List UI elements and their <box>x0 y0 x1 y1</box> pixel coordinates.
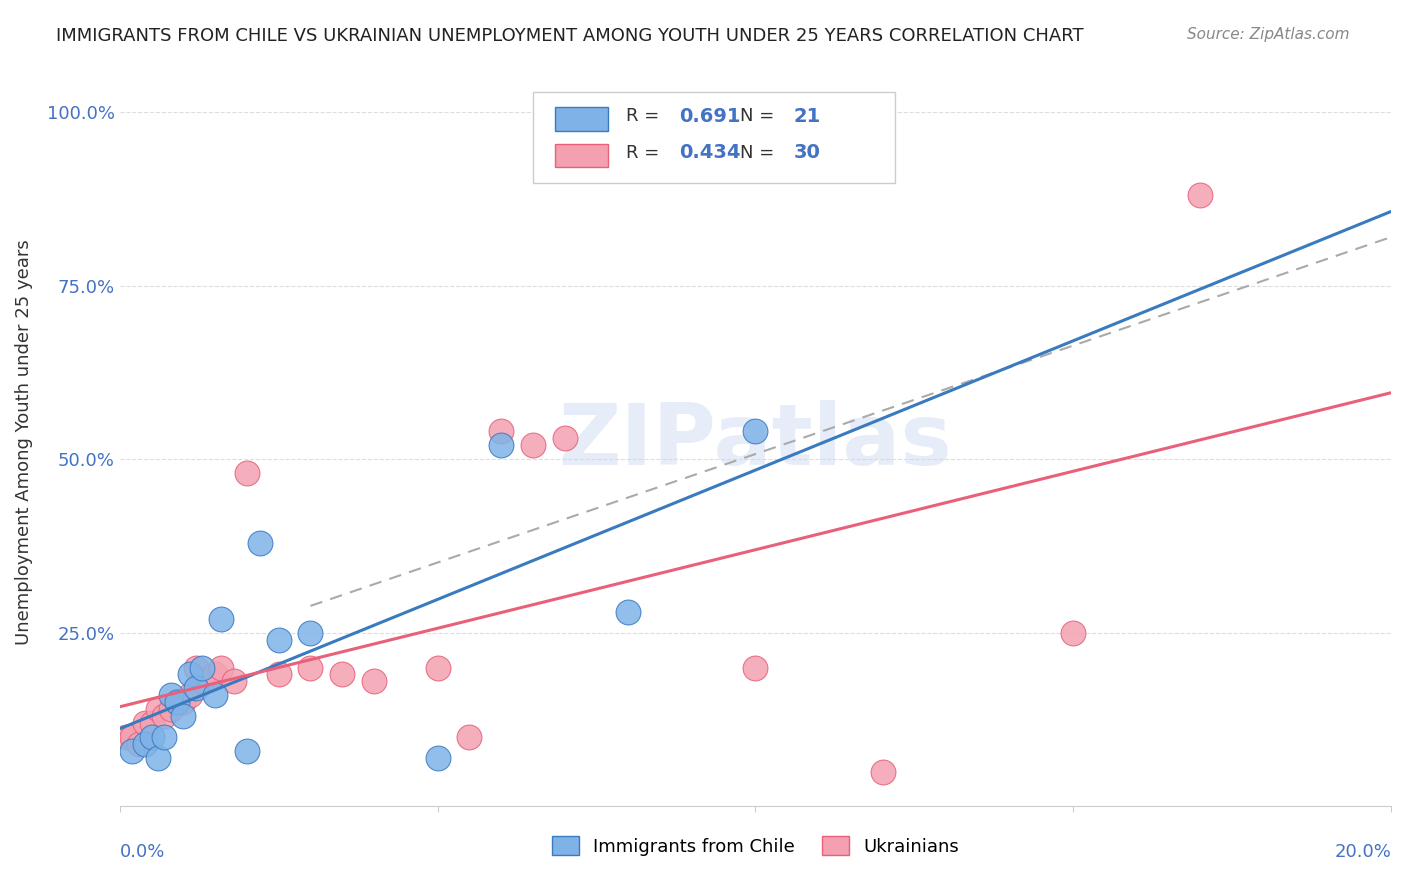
Point <box>267 667 290 681</box>
Text: 0.0%: 0.0% <box>120 843 165 861</box>
Text: N =: N = <box>740 144 780 161</box>
FancyBboxPatch shape <box>554 144 607 167</box>
Text: ZIPatlas: ZIPatlas <box>558 401 952 483</box>
Point <box>458 730 481 744</box>
Point <box>128 737 150 751</box>
Point <box>204 688 226 702</box>
Point <box>191 674 214 689</box>
Point <box>211 612 233 626</box>
Point <box>299 625 322 640</box>
Point <box>184 681 207 696</box>
Text: R =: R = <box>626 144 665 161</box>
Point <box>1062 625 1084 640</box>
Point <box>363 674 385 689</box>
Point <box>236 466 259 480</box>
Point <box>744 660 766 674</box>
Point <box>204 667 226 681</box>
FancyBboxPatch shape <box>554 107 607 130</box>
Point <box>299 660 322 674</box>
Point <box>426 660 449 674</box>
Point <box>141 730 163 744</box>
Text: 0.691: 0.691 <box>679 106 741 126</box>
Point <box>330 667 353 681</box>
Text: IMMIGRANTS FROM CHILE VS UKRAINIAN UNEMPLOYMENT AMONG YOUTH UNDER 25 YEARS CORRE: IMMIGRANTS FROM CHILE VS UKRAINIAN UNEMP… <box>56 27 1084 45</box>
Point <box>141 716 163 731</box>
Point <box>522 438 544 452</box>
Point <box>172 709 194 723</box>
Point <box>153 730 176 744</box>
Point <box>426 751 449 765</box>
Point <box>872 764 894 779</box>
Point <box>121 744 143 758</box>
Point <box>159 688 181 702</box>
Point <box>489 425 512 439</box>
FancyBboxPatch shape <box>533 92 896 183</box>
Point <box>115 730 138 744</box>
Point <box>172 695 194 709</box>
Point <box>159 702 181 716</box>
Point <box>146 702 169 716</box>
Point <box>236 744 259 758</box>
Point <box>554 432 576 446</box>
Point <box>224 674 246 689</box>
Point <box>179 688 201 702</box>
Point <box>184 660 207 674</box>
Point <box>121 730 143 744</box>
Text: 0.434: 0.434 <box>679 143 741 162</box>
Text: 30: 30 <box>793 143 820 162</box>
Text: 21: 21 <box>793 106 821 126</box>
Point <box>617 605 640 619</box>
Point <box>249 535 271 549</box>
Point <box>267 632 290 647</box>
Point <box>489 438 512 452</box>
Text: N =: N = <box>740 107 780 125</box>
Point <box>191 660 214 674</box>
Text: 20.0%: 20.0% <box>1334 843 1391 861</box>
Point <box>744 425 766 439</box>
Point <box>146 751 169 765</box>
Point <box>134 737 156 751</box>
Point <box>134 716 156 731</box>
Y-axis label: Unemployment Among Youth under 25 years: Unemployment Among Youth under 25 years <box>15 239 32 645</box>
Point <box>179 667 201 681</box>
Point <box>1189 188 1212 202</box>
Point <box>153 709 176 723</box>
Text: R =: R = <box>626 107 665 125</box>
Point <box>166 695 188 709</box>
Legend: Immigrants from Chile, Ukrainians: Immigrants from Chile, Ukrainians <box>544 830 966 863</box>
Point <box>211 660 233 674</box>
Point <box>166 695 188 709</box>
Text: Source: ZipAtlas.com: Source: ZipAtlas.com <box>1187 27 1350 42</box>
